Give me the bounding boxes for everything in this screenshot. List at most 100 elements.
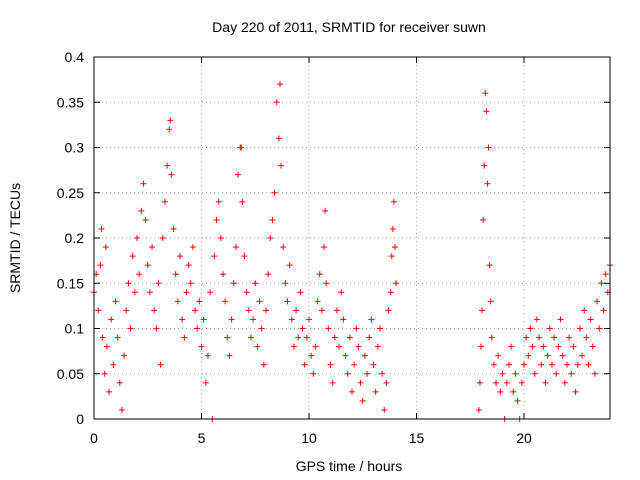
data-point [159, 235, 166, 241]
data-point [557, 316, 564, 323]
data-point [125, 280, 132, 287]
y-tick-label: 0.3 [65, 140, 85, 156]
data-point [372, 388, 379, 395]
data-point [217, 235, 224, 241]
data-point [138, 207, 145, 214]
data-point [322, 207, 329, 214]
data-point [585, 361, 592, 368]
data-point [564, 361, 570, 368]
data-point [475, 406, 482, 413]
data-point [568, 370, 575, 377]
data-point [167, 117, 174, 124]
data-point [521, 361, 527, 368]
data-point [276, 81, 283, 88]
data-point [353, 325, 360, 332]
data-point [544, 352, 551, 359]
data-point [306, 316, 312, 323]
chart-title: Day 220 of 2011, SRMTID for receiver suw… [212, 19, 486, 35]
data-point [316, 271, 323, 278]
data-point [551, 334, 558, 341]
data-point [192, 307, 199, 314]
data-point [286, 262, 293, 269]
data-point [170, 225, 177, 232]
data-point [514, 397, 521, 404]
data-point [510, 388, 517, 395]
data-point [146, 289, 153, 296]
data-point [295, 334, 302, 341]
data-point [476, 379, 483, 386]
data-point [572, 388, 579, 395]
y-tick-label: 0.25 [57, 185, 84, 201]
data-point [194, 325, 201, 332]
data-point [553, 370, 560, 377]
data-point [299, 325, 306, 332]
data-point [325, 325, 332, 332]
data-point [252, 280, 259, 287]
data-point [198, 343, 205, 350]
data-point [284, 298, 291, 305]
data-point [329, 379, 336, 386]
data-point [108, 316, 115, 323]
data-point [129, 253, 136, 260]
data-point [333, 307, 340, 314]
data-point [110, 361, 117, 368]
data-point [478, 343, 484, 350]
x-tick-label: 10 [301, 430, 317, 446]
data-point [366, 334, 373, 341]
data-point [290, 343, 297, 350]
data-point [342, 352, 349, 359]
data-point [546, 325, 553, 332]
grid [94, 57, 610, 419]
data-point [349, 388, 355, 395]
data-point [388, 253, 395, 260]
data-point [480, 216, 487, 223]
data-point [525, 352, 532, 359]
data-point [370, 361, 377, 368]
data-point [172, 271, 179, 278]
data-point [118, 406, 125, 413]
data-point [166, 126, 173, 133]
data-point [576, 325, 583, 332]
axis-ticks: 0 0.05 0.1 0.15 0.2 0.25 0.3 0.35 0.4 0 5 10 15 20 [57, 49, 610, 446]
data-point [529, 343, 536, 350]
data-point [157, 361, 164, 368]
data-point [555, 343, 562, 350]
data-point [536, 334, 543, 341]
data-point [174, 298, 181, 305]
data-point [123, 307, 130, 314]
data-point [488, 334, 495, 341]
data-point [280, 244, 287, 251]
data-point [134, 235, 140, 241]
x-tick-label: 5 [198, 430, 206, 446]
data-point [238, 144, 245, 151]
data-point [254, 343, 261, 350]
data-point [518, 379, 525, 386]
data-point [308, 352, 315, 359]
data-point [153, 325, 160, 332]
data-point [168, 171, 175, 178]
x-tick-label: 0 [90, 430, 98, 446]
data-point [245, 307, 252, 314]
data-point [527, 325, 534, 332]
data-point [282, 280, 289, 287]
data-point [602, 271, 609, 278]
data-point [559, 352, 566, 359]
data-point [99, 334, 106, 341]
data-point [241, 253, 248, 260]
data-point [106, 388, 113, 395]
data-point [273, 99, 280, 106]
data-point [95, 307, 102, 314]
x-tick-label: 20 [516, 430, 532, 446]
data-point [224, 334, 231, 341]
data-point [151, 307, 158, 314]
data-point [155, 280, 162, 287]
data-point [301, 361, 308, 368]
data-point [591, 370, 598, 377]
data-point [368, 316, 375, 323]
data-point [232, 244, 239, 251]
data-point [493, 379, 500, 386]
data-point [187, 280, 194, 287]
data-point [103, 343, 110, 350]
y-tick-label: 0.15 [57, 275, 84, 291]
data-point [336, 343, 343, 350]
